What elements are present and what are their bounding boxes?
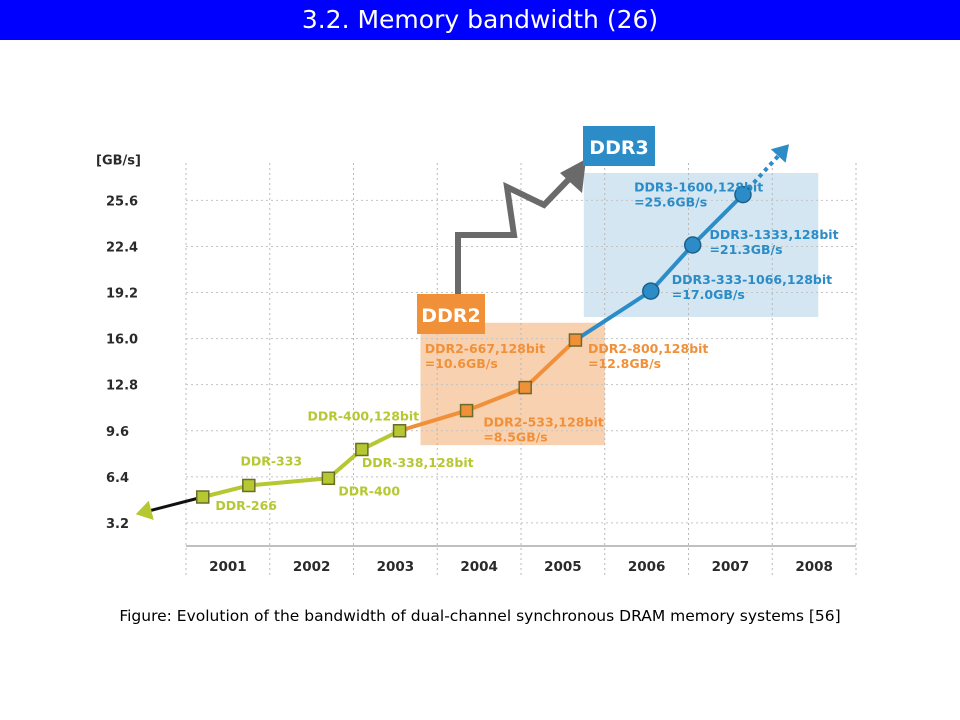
data-point-ddr xyxy=(392,424,407,438)
data-label-line: =21.3GB/s xyxy=(709,242,782,257)
y-tick-label: 25.6 xyxy=(106,194,138,209)
trend-arrow-head xyxy=(770,144,789,163)
data-point-ddr2 xyxy=(459,403,474,418)
data-label-line: DDR3-1333,128bit xyxy=(709,227,838,242)
data-point-ddr xyxy=(242,478,256,493)
trend-arrow-line xyxy=(150,495,204,512)
data-label: DDR-400,128bit xyxy=(307,409,419,424)
data-label: DDR2-800,128bit =12.8GB/s xyxy=(588,341,708,371)
y-tick-label: 9.6 xyxy=(106,425,129,440)
data-point-ddr3 xyxy=(683,236,702,254)
y-tick-label: 12.8 xyxy=(106,379,138,394)
data-point-ddr xyxy=(321,471,336,486)
data-label-line: DDR2-667,128bit xyxy=(425,341,545,356)
generation-transition-arrow xyxy=(455,174,574,306)
data-label-line: =10.6GB/s xyxy=(425,356,498,371)
data-label-line: DDR3-1600,128bit xyxy=(634,180,763,195)
x-tick-label: 2003 xyxy=(377,559,415,575)
generation-transition-arrow-head xyxy=(560,159,586,193)
data-label: DDR3-1333,128bit =21.3GB/s xyxy=(709,227,838,257)
series-line-ddr2 xyxy=(398,338,577,433)
data-point-ddr2 xyxy=(568,333,583,347)
data-label-line: =8.5GB/s xyxy=(483,429,547,444)
data-label-line: DDR-266 xyxy=(215,498,277,513)
x-tick-label: 2006 xyxy=(628,559,666,575)
data-label: DDR-333 xyxy=(240,453,302,468)
data-label: DDR-338,128bit xyxy=(362,455,474,470)
y-tick-label: 3.2 xyxy=(106,517,129,532)
x-tick-label: 2004 xyxy=(460,559,498,575)
data-label-line: DDR-400,128bit xyxy=(307,409,419,424)
slide-title: 3.2. Memory bandwidth (26) xyxy=(0,0,960,40)
trend-arrow-head xyxy=(135,500,154,520)
data-point-ddr xyxy=(196,490,210,504)
y-tick-label: 16.0 xyxy=(106,333,138,348)
bandwidth-chart: [GB/s] 3.2 6.4 9.6 12.8 16.0 19.2 22.4 25.6 2001 2… xyxy=(86,101,872,598)
y-tick-label: 6.4 xyxy=(106,471,129,486)
data-point-ddr xyxy=(355,442,369,457)
data-label: DDR3-333-1066,128bit =17.0GB/s xyxy=(672,272,832,302)
data-label-line: DDR-338,128bit xyxy=(362,455,474,470)
generation-label-ddr2: DDR2 xyxy=(421,305,480,327)
data-label: DDR2-667,128bit =10.6GB/s xyxy=(425,341,545,371)
data-label-line: DDR3-333-1066,128bit xyxy=(672,272,832,287)
x-tick-label: 2002 xyxy=(293,559,331,575)
generation-label-ddr3: DDR3 xyxy=(589,137,648,159)
x-tick-label: 2007 xyxy=(712,559,750,575)
chart-canvas: [GB/s] 3.2 6.4 9.6 12.8 16.0 19.2 22.4 25.6 2001 2… xyxy=(96,126,857,578)
data-label-line: DDR-333 xyxy=(240,453,302,468)
generation-label-box-ddr2 xyxy=(417,294,485,334)
data-label-line: =17.0GB/s xyxy=(672,287,745,302)
data-label-line: =25.6GB/s xyxy=(634,195,707,210)
y-tick-label: 19.2 xyxy=(106,287,138,302)
y-tick-label: 22.4 xyxy=(106,240,138,255)
x-tick-label: 2005 xyxy=(544,559,582,575)
data-label: DDR-266 xyxy=(215,498,277,513)
data-label: DDR2-533,128bit =8.5GB/s xyxy=(483,414,603,444)
figure-caption: Figure: Evolution of the bandwidth of du… xyxy=(119,607,841,625)
series-line-ddr3 xyxy=(574,193,745,342)
y-unit-label: [GB/s] xyxy=(96,153,141,168)
data-label-line: =12.8GB/s xyxy=(588,356,661,371)
x-tick-label: 2008 xyxy=(795,559,833,575)
x-tick-label: 2001 xyxy=(209,559,247,575)
data-point-ddr2 xyxy=(518,380,532,395)
data-point-ddr3 xyxy=(642,282,660,300)
data-label-line: DDR-400 xyxy=(338,484,400,499)
data-label-line: DDR2-800,128bit xyxy=(588,341,708,356)
data-label-line: DDR2-533,128bit xyxy=(483,414,603,429)
data-label: DDR-400 xyxy=(338,484,400,499)
data-label: DDR3-1600,128bit =25.6GB/s xyxy=(634,180,763,210)
data-point-ddr3 xyxy=(734,185,752,204)
generation-label-box-ddr3 xyxy=(583,126,655,166)
